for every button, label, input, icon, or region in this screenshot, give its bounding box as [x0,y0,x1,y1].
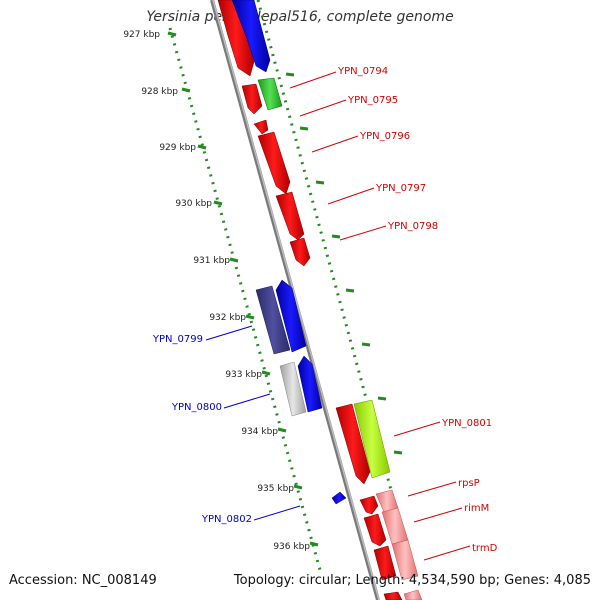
gene-feature-red[interactable] [217,0,255,77]
tick-label: 931 kbp [193,256,230,266]
gene-feature-red[interactable] [383,591,403,600]
gene-feature-blue[interactable] [297,355,323,413]
gene-label[interactable]: trmD [472,543,498,554]
tick-label: 929 kbp [159,143,196,153]
gene-feature-red[interactable] [335,403,371,485]
right-track-ticks [285,72,403,455]
gene-feature-pink[interactable] [381,507,409,545]
tick-label: 934 kbp [241,427,278,437]
gene-feature-pink[interactable] [391,539,419,581]
genome-summary: Topology: circular; Length: 4,534,590 bp… [233,573,591,588]
gene-label[interactable]: YPN_0800 [171,402,222,413]
tick-label: 928 kbp [141,87,178,97]
gene-label[interactable]: YPN_0795 [347,95,398,106]
tick-label: 927 kbp [123,30,160,40]
gene-label[interactable]: YPN_0797 [375,183,426,194]
gc-track-right [256,0,412,561]
gene-feature-blue[interactable] [275,279,307,353]
gene-feature-red[interactable] [253,119,269,135]
gene-feature-red[interactable] [373,545,397,581]
gene-label[interactable]: rpsP [458,478,480,489]
gene-labels-right: YPN_0794 YPN_0795 YPN_0796 YPN_0797 YPN_… [289,66,498,561]
gene-feature-red[interactable] [289,237,311,267]
tick-label: 933 kbp [225,370,262,380]
gene-feature-grey[interactable] [279,361,307,417]
tick-label: 930 kbp [175,199,212,209]
gene-label[interactable]: YPN_0794 [337,66,388,77]
gene-feature-lime[interactable] [353,399,391,479]
tick-marks [167,31,319,547]
tick-label: 936 kbp [273,542,310,552]
gene-feature-blue[interactable] [331,491,347,505]
gene-label[interactable]: YPN_0798 [387,221,438,232]
gene-label[interactable]: YPN_0796 [359,131,410,142]
gene-feature-red[interactable] [359,495,379,515]
gene-feature-red[interactable] [257,131,291,195]
gene-feature-red[interactable] [241,83,263,115]
backbone-highlight [212,0,380,600]
gene-labels-left: YPN_0799 YPN_0800 YPN_0802 [152,325,301,525]
gene-feature-red[interactable] [275,191,305,241]
accession-label: Accession: NC_008149 [9,573,157,588]
gene-features[interactable] [217,0,423,600]
gene-feature-blue[interactable] [231,0,271,73]
gene-feature-red[interactable] [363,513,387,547]
gene-label[interactable]: YPN_0799 [152,334,203,345]
tick-label: 935 kbp [257,484,294,494]
gene-label[interactable]: rimM [464,503,489,514]
tick-label: 932 kbp [209,313,246,323]
gene-label[interactable]: YPN_0802 [201,514,252,525]
gene-feature-green[interactable] [257,77,283,111]
gene-feature-navy[interactable] [255,285,291,355]
gc-track-left [168,27,322,571]
gene-label[interactable]: YPN_0801 [441,418,492,429]
gene-feature-pink[interactable] [403,589,423,600]
